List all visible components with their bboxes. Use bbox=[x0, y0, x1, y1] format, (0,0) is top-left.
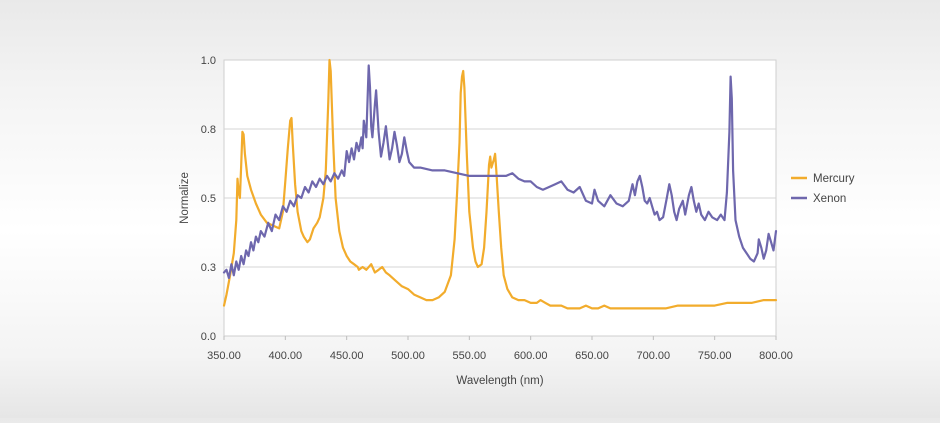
x-tick-label: 800.00 bbox=[759, 350, 793, 362]
y-axis-ticks: 0.0 0.3 0.5 0.8 1.0 bbox=[201, 55, 216, 343]
series-line-mercury bbox=[222, 58, 778, 310]
x-tick-label: 450.00 bbox=[330, 350, 364, 362]
y-tick-label: 1.0 bbox=[201, 55, 216, 67]
legend: Mercury Xenon bbox=[791, 173, 855, 205]
x-tick-label: 700.00 bbox=[637, 350, 671, 362]
grid-lines bbox=[224, 128, 776, 268]
y-tick-label: 0.0 bbox=[201, 331, 216, 343]
series-line-xenon bbox=[222, 64, 778, 280]
x-tick-label: 550.00 bbox=[453, 350, 487, 362]
x-tick-label: 350.00 bbox=[207, 350, 241, 362]
y-tick-label: 0.8 bbox=[201, 124, 216, 136]
series-layer bbox=[222, 58, 778, 310]
x-tick-label: 750.00 bbox=[698, 350, 732, 362]
y-tick-label: 0.5 bbox=[201, 193, 216, 205]
y-tick-label: 0.3 bbox=[201, 262, 216, 274]
x-tick-label: 650.00 bbox=[575, 350, 609, 362]
x-tick-label: 500.00 bbox=[391, 350, 425, 362]
x-tick-label: 600.00 bbox=[514, 350, 548, 362]
x-axis-ticks: 350.00 400.00 450.00 500.00 550.00 600.00 650.… bbox=[207, 336, 793, 362]
legend-label-xenon: Xenon bbox=[813, 193, 846, 205]
x-axis-label: Wavelength (nm) bbox=[456, 375, 543, 387]
x-tick-label: 400.00 bbox=[269, 350, 303, 362]
legend-label-mercury: Mercury bbox=[813, 173, 855, 185]
y-axis-label: Normalize bbox=[179, 172, 191, 224]
